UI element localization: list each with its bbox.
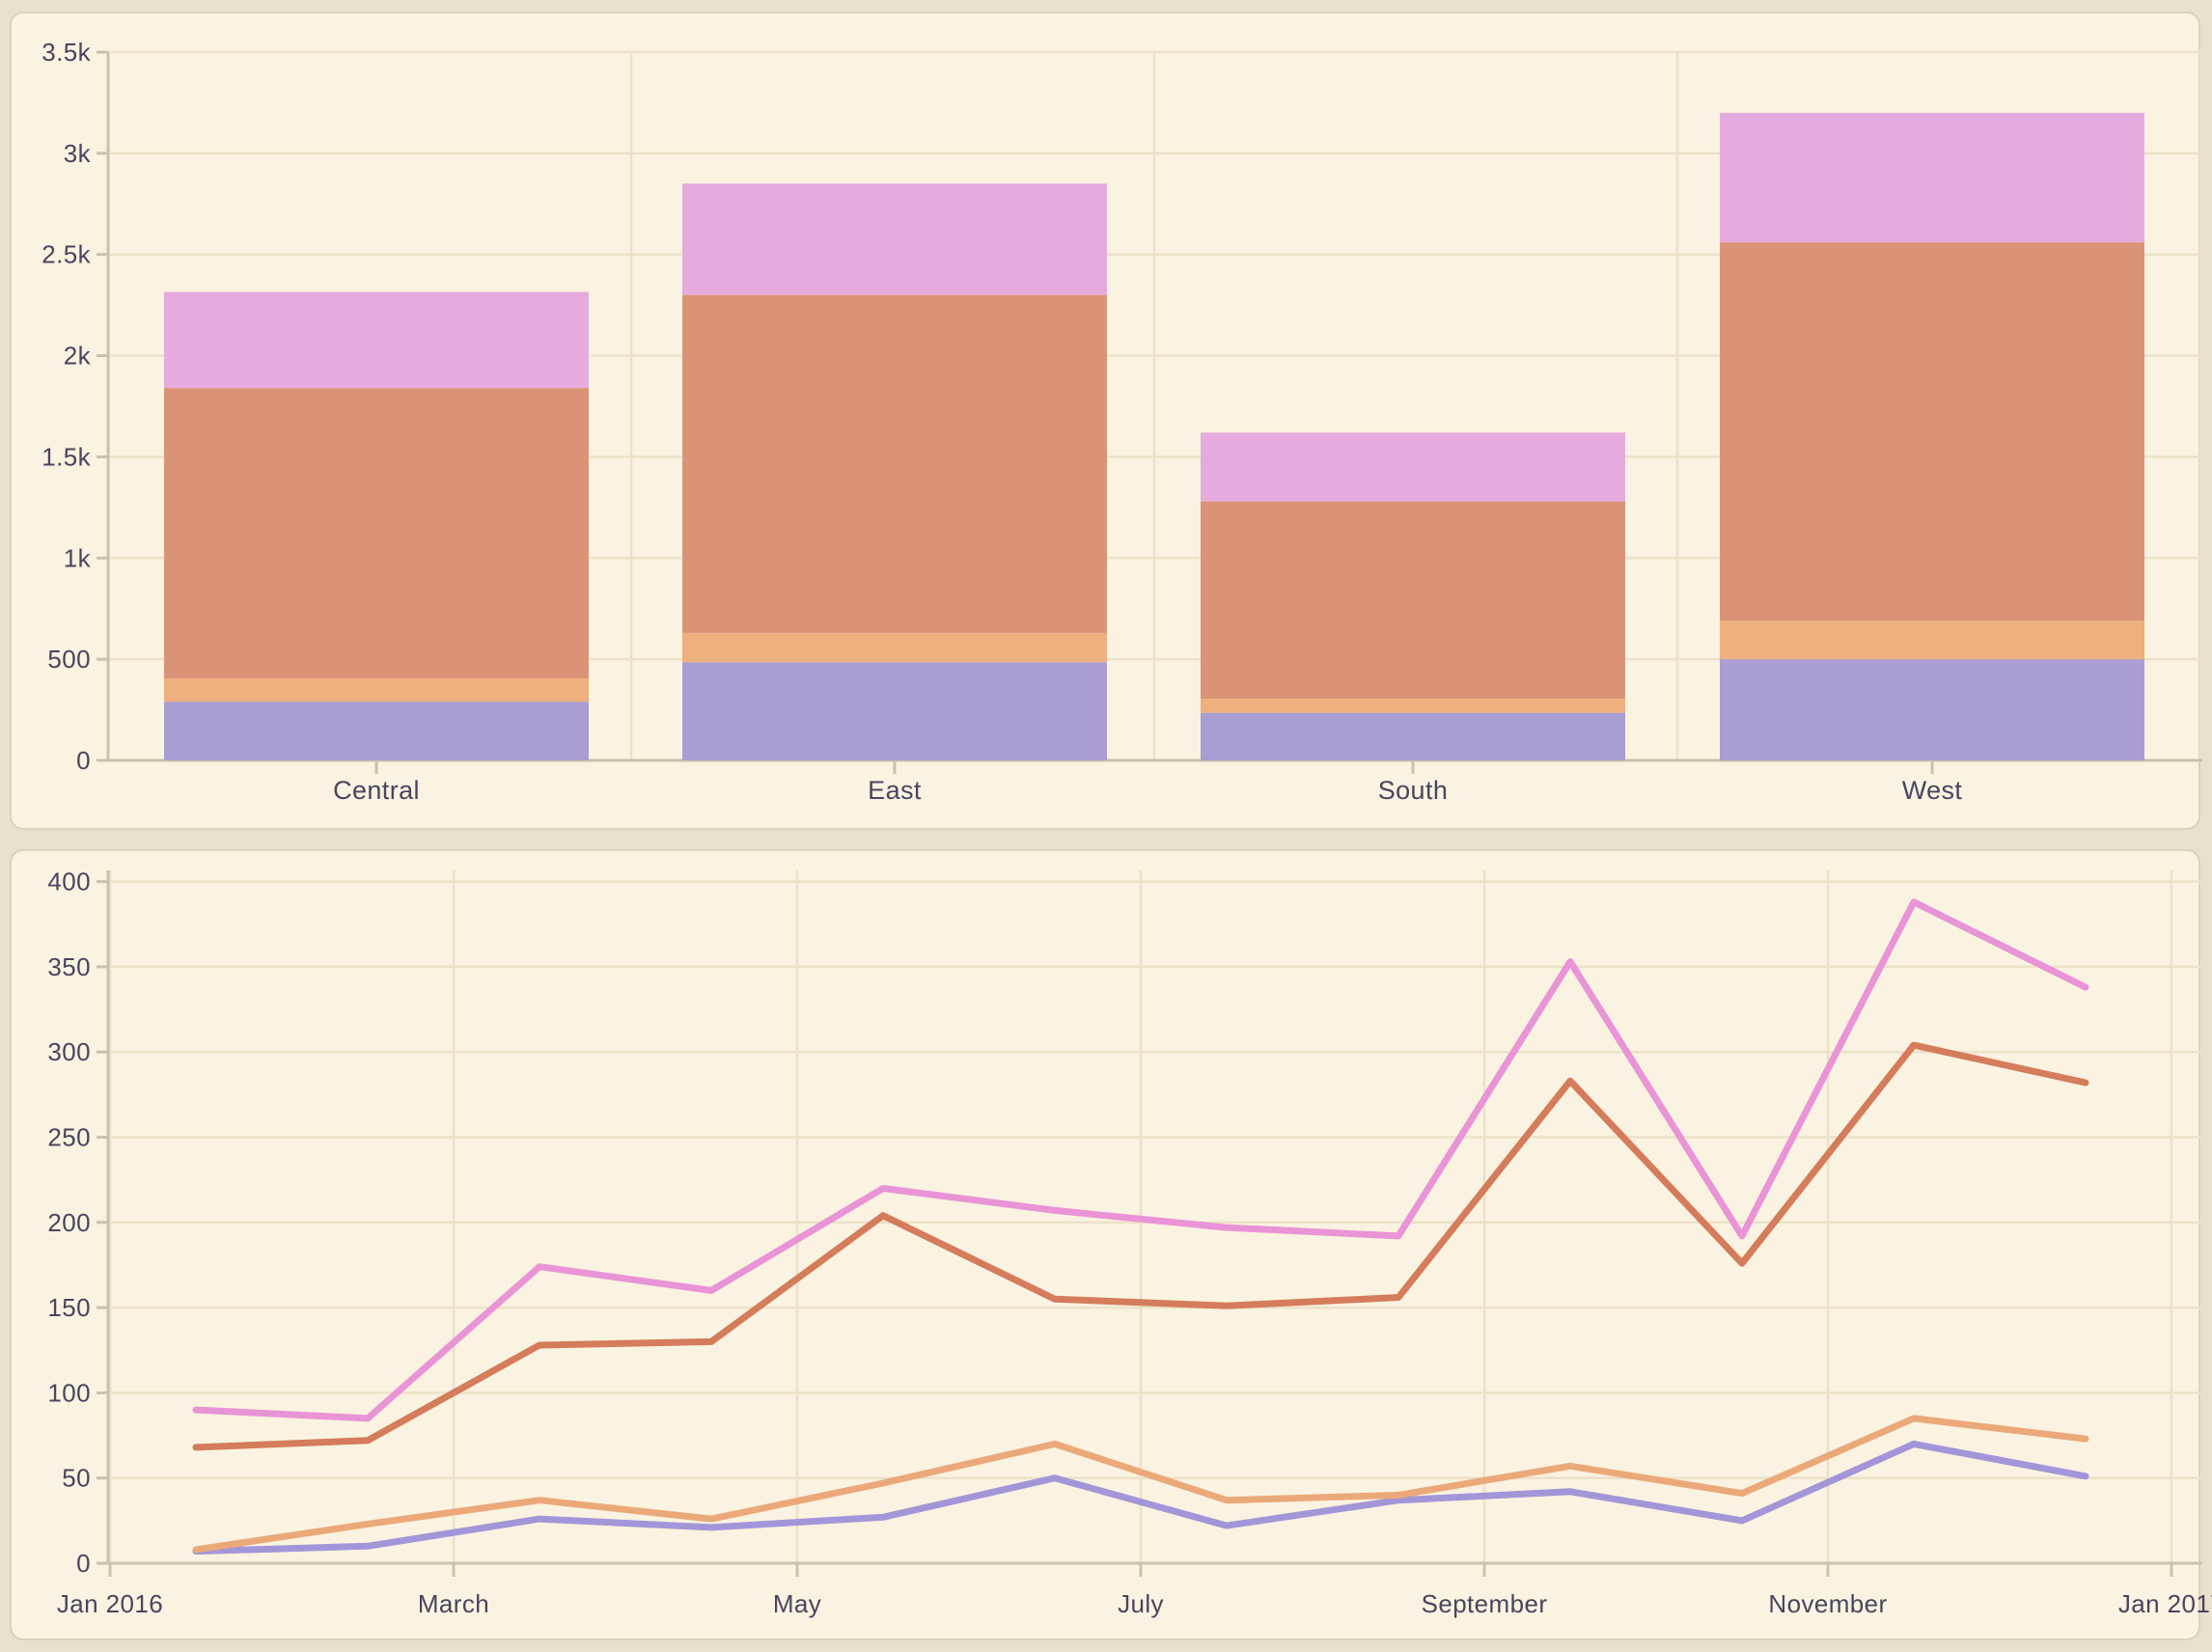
line-salmon[interactable] xyxy=(192,1041,2089,1451)
x-tick-label: Jan 2017 xyxy=(2118,1589,2212,1618)
bar-segment-south-series-4-pink[interactable] xyxy=(1201,432,1625,502)
y-tick-label: 400 xyxy=(47,867,91,896)
line-light-orange[interactable] xyxy=(192,1415,2089,1554)
y-tick-label: 0 xyxy=(76,1549,91,1578)
bar-segment-west-series-3-salmon[interactable] xyxy=(1720,242,2144,621)
bar-segment-west-series-1-purple[interactable] xyxy=(1720,659,2144,760)
y-tick-label: 150 xyxy=(47,1293,91,1322)
y-tick-label: 250 xyxy=(47,1123,91,1152)
x-tick-label: November xyxy=(1768,1589,1887,1618)
bar-segment-central-series-3-salmon[interactable] xyxy=(164,388,589,679)
line-chart: 0 50 100 150 200 250 300 350 400 Jan 2016 March May… xyxy=(47,867,2212,1618)
y-tick-label: 0 xyxy=(76,746,91,775)
y-tick-label: 100 xyxy=(47,1378,91,1407)
stacked-bar-chart-card: 0 500 1k 1.5k 2k 2.5k 3k 3.5k Central East South We… xyxy=(10,12,2202,830)
bar-segment-central-series-4-pink[interactable] xyxy=(164,291,589,389)
y-tick-label: 3.5k xyxy=(41,38,91,67)
x-tick-label: September xyxy=(1422,1589,1548,1618)
bar-segment-east-series-4-pink[interactable] xyxy=(682,183,1107,295)
x-tick-label: Jan 2016 xyxy=(57,1589,163,1618)
bar-segment-east-series-2-light-orange[interactable] xyxy=(682,632,1107,663)
y-tick-label: 2.5k xyxy=(41,240,91,269)
category-label: Central xyxy=(333,776,420,805)
x-tick-label: March xyxy=(418,1589,489,1618)
bar-segment-east-series-3-salmon[interactable] xyxy=(682,294,1107,633)
bar-segment-south-series-2-light-orange[interactable] xyxy=(1201,699,1625,713)
bar-segment-central-series-2-light-orange[interactable] xyxy=(164,678,589,702)
line-purple[interactable] xyxy=(192,1440,2089,1556)
y-tick-label: 1.5k xyxy=(41,442,91,471)
y-tick-label: 500 xyxy=(47,645,91,674)
line-chart-card: 0 50 100 150 200 250 300 350 400 Jan 2016 March May… xyxy=(10,849,2212,1640)
line-pink[interactable] xyxy=(192,898,2089,1422)
y-tick-label: 300 xyxy=(47,1037,91,1066)
category-label: East xyxy=(868,776,922,805)
x-tick-label: July xyxy=(1118,1589,1164,1618)
y-tick-label: 1k xyxy=(64,543,92,572)
y-tick-label: 200 xyxy=(47,1208,91,1237)
category-label: South xyxy=(1378,776,1449,805)
y-tick-label: 2k xyxy=(64,342,92,371)
bar-segment-south-series-1-purple[interactable] xyxy=(1201,712,1625,760)
y-tick-label: 3k xyxy=(64,139,92,168)
category-label: West xyxy=(1902,776,1963,805)
bar-segment-west-series-2-light-orange[interactable] xyxy=(1720,620,2144,660)
bar-segment-east-series-1-purple[interactable] xyxy=(682,662,1107,760)
y-tick-label: 50 xyxy=(62,1464,91,1493)
bar-segment-west-series-4-pink[interactable] xyxy=(1720,112,2144,243)
x-tick-label: May xyxy=(773,1589,821,1618)
y-tick-label: 350 xyxy=(47,952,91,981)
stacked-bar-chart: 0 500 1k 1.5k 2k 2.5k 3k 3.5k Central East South We… xyxy=(41,38,2202,805)
bar-segment-south-series-3-salmon[interactable] xyxy=(1201,501,1625,700)
bar-segment-central-series-1-purple[interactable] xyxy=(164,702,589,760)
